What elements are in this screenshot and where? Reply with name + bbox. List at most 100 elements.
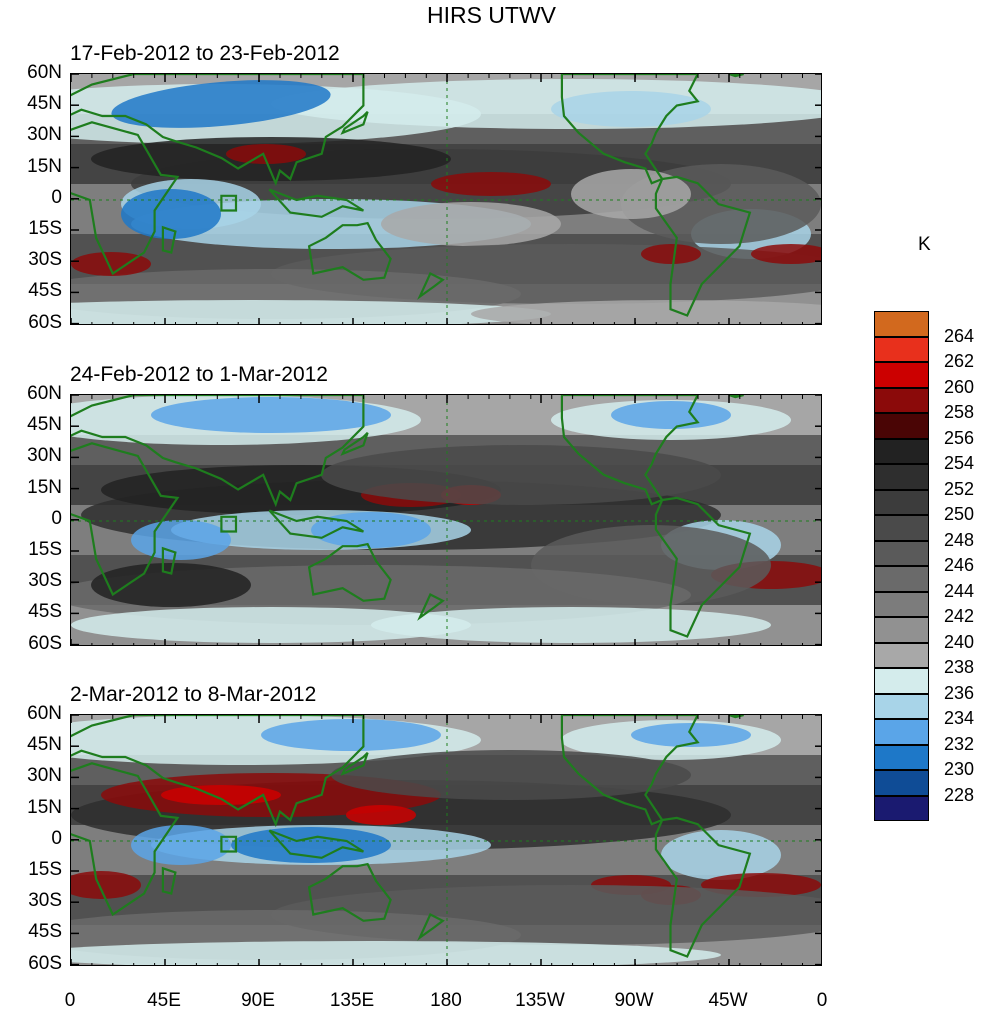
colorbar-swatch <box>874 617 929 643</box>
colorbar-swatch <box>874 515 929 541</box>
utwv-contour-region <box>551 91 711 127</box>
utwv-contour-region <box>121 189 221 239</box>
lat-tick-label: 30S <box>28 890 62 912</box>
colorbar-label: 228 <box>944 784 975 805</box>
coastline <box>728 715 744 719</box>
lat-tick-label: 60N <box>27 62 62 83</box>
utwv-contour-region <box>331 750 691 800</box>
map-panel-1[interactable] <box>70 73 822 325</box>
lat-tick-label: 60N <box>27 703 62 724</box>
utwv-contour-region <box>71 300 551 324</box>
colorbar-unit: K <box>918 234 931 255</box>
lon-tick-label: 135W <box>515 990 565 1011</box>
colorbar-swatch <box>874 795 929 821</box>
utwv-contour-region <box>151 397 391 433</box>
utwv-contour-region <box>161 785 281 805</box>
utwv-contour-region <box>261 719 441 751</box>
colorbar-swatch <box>874 668 929 694</box>
coastline <box>268 509 364 539</box>
lat-tick-label: 15S <box>28 859 62 880</box>
colorbar-label: 254 <box>944 453 975 473</box>
utwv-contour-region <box>381 202 561 246</box>
utwv-contour-region <box>431 172 551 196</box>
colorbar-swatch <box>874 413 929 439</box>
colorbar-label: 264 <box>944 325 975 346</box>
map-panel-3[interactable] <box>70 714 822 966</box>
colorbar-label: 250 <box>944 504 975 524</box>
colorbar-label: 248 <box>944 529 975 550</box>
coastline <box>307 862 392 922</box>
coastline <box>220 835 238 853</box>
coastline <box>654 175 752 317</box>
lat-tick-label: 45S <box>28 280 62 302</box>
colorbar-label: 236 <box>944 682 975 703</box>
coastline <box>340 432 369 456</box>
coastline <box>161 225 177 254</box>
lon-tick-label: 90W <box>614 990 654 1011</box>
coastline <box>560 395 700 506</box>
utwv-contour-region <box>611 401 731 429</box>
lat-tick-label: 45N <box>27 414 62 436</box>
coastline <box>560 74 700 185</box>
colorbar-swatch <box>874 387 929 413</box>
lat-tick-label: 45N <box>27 93 62 115</box>
colorbar-swatch <box>874 642 929 668</box>
panel-3-subtitle: 2-Mar-2012 to 8-Mar-2012 <box>70 683 317 706</box>
colorbar-label: 262 <box>944 351 975 371</box>
colorbar-swatch <box>874 311 929 337</box>
coastline <box>417 272 445 300</box>
coastline <box>71 395 365 508</box>
coastline <box>340 111 369 135</box>
utwv-contour-region <box>71 607 471 643</box>
lat-tick-label: 30S <box>28 570 62 592</box>
coastline <box>71 442 180 597</box>
lat-tick-label: 60S <box>28 952 62 974</box>
lat-tick-label: 0 <box>51 507 62 529</box>
coastline <box>307 221 392 281</box>
coastline <box>417 913 445 941</box>
coastline <box>161 546 177 575</box>
lat-tick-label: 30N <box>27 765 62 787</box>
coastline <box>560 715 700 826</box>
coastline <box>220 194 238 212</box>
coastline <box>71 74 365 187</box>
coastline <box>654 816 752 958</box>
utwv-contour-region <box>71 941 721 965</box>
coastline <box>307 542 392 602</box>
lat-tick-label: 45S <box>28 601 62 623</box>
lon-tick-label: 0 <box>816 990 828 1011</box>
colorbar-label: 230 <box>944 759 975 779</box>
coastline <box>220 515 238 533</box>
colorbar-swatch <box>874 693 929 719</box>
colorbar-swatch <box>874 362 929 388</box>
coastline <box>71 715 365 828</box>
lat-tick-label: 60N <box>27 383 62 404</box>
utwv-contour-region <box>751 244 821 264</box>
lat-tick-label: 60S <box>28 311 62 333</box>
lat-tick-label: 15S <box>28 539 62 560</box>
lat-tick-label: 0 <box>51 186 62 208</box>
utwv-contour-region <box>226 144 306 164</box>
utwv-contour-region <box>131 825 231 865</box>
map-panel-2[interactable] <box>70 394 822 646</box>
utwv-contour-region <box>321 445 721 505</box>
lon-tick-label: 45E <box>147 990 181 1011</box>
colorbar-swatch <box>874 566 929 592</box>
lon-tick-label: 135E <box>329 990 375 1011</box>
coastline <box>728 74 744 78</box>
colorbar-label: 260 <box>944 376 975 397</box>
coastline <box>417 593 445 621</box>
colorbar-label: 242 <box>944 606 975 626</box>
coastline <box>161 866 177 895</box>
lon-tick-label: 180 <box>430 990 462 1011</box>
utwv-contour-region <box>71 252 151 276</box>
lon-tick-label: 45W <box>708 990 748 1011</box>
colorbar-label: 258 <box>944 402 975 422</box>
colorbar-swatch <box>874 770 929 796</box>
utwv-contour-region <box>111 80 331 128</box>
colorbar-label: 240 <box>944 631 975 652</box>
colorbar-swatch <box>874 438 929 464</box>
colorbar-swatch <box>874 336 929 362</box>
coastline <box>268 188 364 218</box>
coastline <box>340 752 369 776</box>
